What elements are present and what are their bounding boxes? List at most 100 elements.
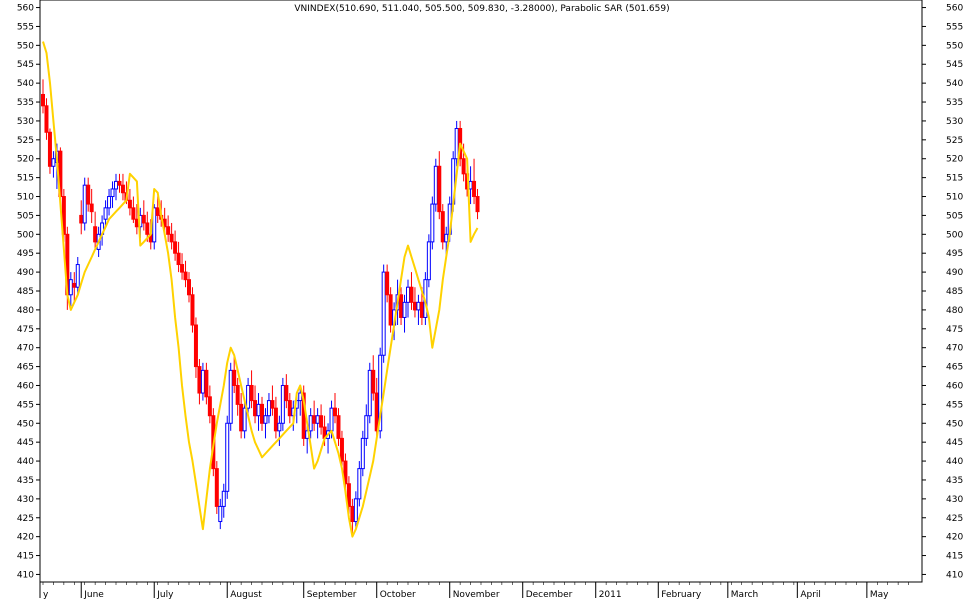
candle bbox=[107, 188, 112, 216]
candle-body bbox=[246, 384, 251, 409]
y-tick-label: 500 bbox=[17, 230, 34, 240]
candle bbox=[114, 173, 118, 201]
candle-body bbox=[127, 199, 132, 209]
month-label: March bbox=[731, 590, 758, 599]
candle bbox=[412, 287, 417, 318]
candle-body bbox=[197, 366, 202, 394]
candle-body bbox=[47, 131, 52, 167]
candle bbox=[51, 151, 56, 178]
candle bbox=[475, 188, 480, 220]
candle-body bbox=[134, 218, 139, 228]
candle bbox=[75, 256, 80, 295]
y-tick-label: 465 bbox=[17, 363, 34, 373]
candle-body bbox=[82, 184, 87, 224]
candle bbox=[166, 215, 171, 242]
y-tick-label: 510 bbox=[17, 193, 34, 203]
candle bbox=[190, 287, 195, 333]
y-tick-label-right: 410 bbox=[946, 570, 963, 580]
candle-body bbox=[412, 301, 417, 311]
candle bbox=[430, 196, 435, 250]
candle-body bbox=[350, 505, 355, 523]
candle-body bbox=[173, 241, 178, 254]
candle bbox=[346, 476, 351, 514]
y-tick-label: 550 bbox=[17, 41, 34, 51]
candle bbox=[440, 204, 445, 250]
candle bbox=[61, 188, 66, 242]
candle-body bbox=[475, 196, 480, 213]
y-tick-label-right: 485 bbox=[946, 287, 963, 297]
candle-body bbox=[353, 498, 358, 523]
candle bbox=[86, 177, 91, 212]
candle bbox=[385, 264, 390, 303]
candle bbox=[232, 355, 237, 394]
y-tick-label: 425 bbox=[17, 514, 34, 524]
candle bbox=[180, 253, 185, 280]
month-label: April bbox=[800, 590, 821, 599]
candle-body bbox=[256, 403, 261, 417]
candle-body bbox=[145, 222, 150, 235]
candle-body bbox=[454, 127, 459, 160]
y-tick-label-right: 490 bbox=[946, 268, 963, 278]
x-axis: y June July August September October November D… bbox=[39, 582, 909, 600]
y-tick-label: 435 bbox=[17, 476, 34, 486]
month-label: August bbox=[230, 590, 262, 599]
candle-body bbox=[86, 184, 91, 205]
month-label: September bbox=[307, 590, 357, 599]
y-tick-label: 525 bbox=[17, 136, 34, 146]
y-tick-label: 445 bbox=[17, 438, 34, 448]
candle bbox=[266, 393, 271, 424]
candle-body bbox=[204, 369, 209, 398]
candle-body bbox=[200, 369, 205, 394]
candle-body bbox=[44, 105, 49, 133]
candle bbox=[406, 279, 410, 318]
candle-body bbox=[93, 226, 98, 243]
candle bbox=[263, 408, 268, 439]
candle-body bbox=[388, 294, 393, 326]
y-tick-label: 490 bbox=[17, 268, 34, 278]
candle bbox=[117, 173, 122, 193]
y-tick-label: 455 bbox=[17, 400, 34, 410]
y-tick-label: 495 bbox=[17, 249, 34, 259]
candle bbox=[110, 181, 115, 208]
candle-body bbox=[385, 271, 390, 296]
candle bbox=[409, 272, 414, 310]
candle-body bbox=[214, 468, 219, 507]
candle-body bbox=[367, 369, 372, 417]
y-tick-label-right: 545 bbox=[946, 60, 963, 70]
candle bbox=[287, 393, 292, 424]
candle bbox=[173, 230, 178, 261]
candle-body bbox=[228, 369, 233, 424]
candle bbox=[357, 461, 362, 507]
candle-body bbox=[360, 437, 365, 470]
candle bbox=[315, 408, 320, 439]
candle bbox=[426, 234, 431, 288]
candle-body bbox=[402, 301, 407, 318]
y-tick-label-right: 450 bbox=[946, 419, 963, 429]
candle bbox=[225, 415, 230, 499]
candle-body bbox=[419, 301, 424, 318]
y-tick-label: 530 bbox=[17, 117, 34, 127]
candle bbox=[260, 396, 264, 431]
candle bbox=[364, 404, 369, 446]
month-label: June bbox=[83, 590, 104, 599]
candlestick-series bbox=[41, 79, 480, 537]
sar-series bbox=[42, 41, 479, 538]
y-tick-label-right: 455 bbox=[946, 400, 963, 410]
candle-body bbox=[437, 165, 442, 213]
candle-body bbox=[114, 180, 118, 190]
candle-body bbox=[378, 354, 383, 432]
candle bbox=[277, 415, 282, 446]
candle-body bbox=[287, 400, 292, 417]
y-tick-label: 450 bbox=[17, 419, 34, 429]
candle-body bbox=[61, 196, 66, 235]
candle-body bbox=[461, 158, 466, 175]
y-tick-label-right: 425 bbox=[946, 514, 963, 524]
candle bbox=[204, 362, 209, 405]
candle-body bbox=[183, 271, 188, 281]
y-tick-label: 430 bbox=[17, 495, 34, 505]
y-tick-label-right: 470 bbox=[946, 344, 963, 354]
candle-body bbox=[319, 415, 324, 428]
candle-body bbox=[468, 180, 473, 190]
candle-body bbox=[152, 207, 157, 243]
y-tick-label-right: 440 bbox=[946, 457, 963, 467]
